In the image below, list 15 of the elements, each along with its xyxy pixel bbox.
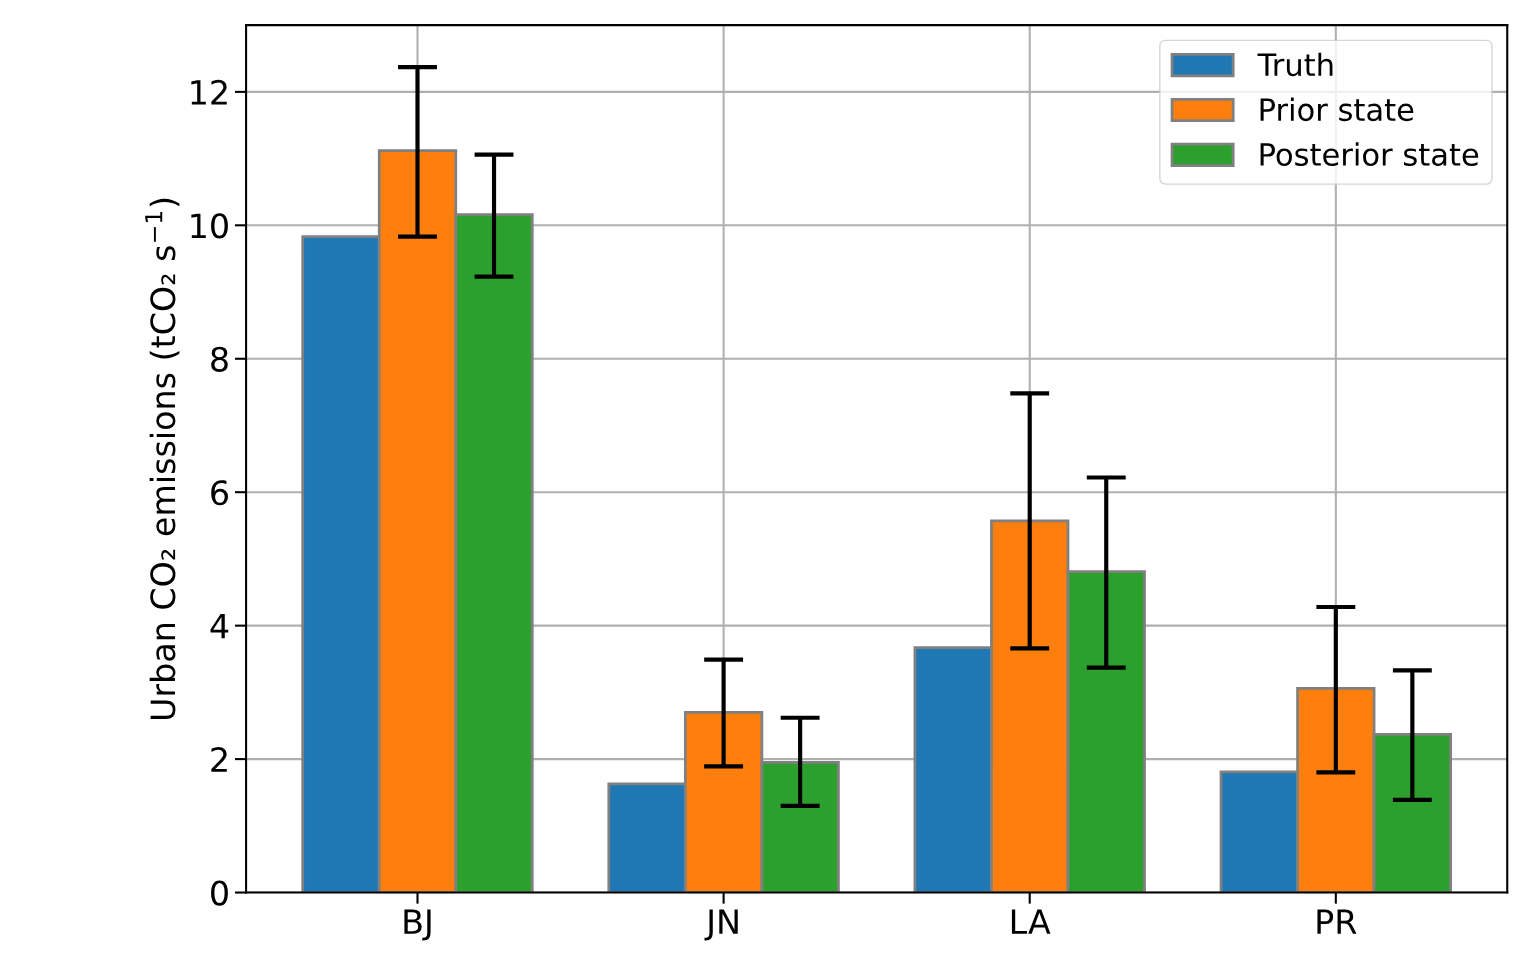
x-tick-label: PR bbox=[1317, 909, 1357, 934]
y-tick-label: 12 bbox=[191, 79, 227, 105]
y-tick-label: 0 bbox=[211, 880, 228, 906]
legend-label: Prior state bbox=[1260, 97, 1414, 122]
legend-label: Truth bbox=[1257, 52, 1333, 77]
y-tick-label: 4 bbox=[210, 614, 229, 639]
x-tick-label: JN bbox=[704, 909, 738, 941]
y-tick-label: 6 bbox=[211, 480, 229, 506]
x-tick-label: BJ bbox=[404, 909, 431, 941]
legend-label: Posterior state bbox=[1260, 142, 1479, 166]
y-tick-label: 10 bbox=[191, 213, 228, 239]
y-tick-label: 8 bbox=[211, 346, 228, 372]
x-tick-label: LA bbox=[1011, 909, 1051, 934]
y-axis-title: Urban CO₂ emissions (tCO₂ s$^{−1}$) bbox=[145, 198, 180, 720]
y-tick-label: 2 bbox=[211, 747, 227, 772]
